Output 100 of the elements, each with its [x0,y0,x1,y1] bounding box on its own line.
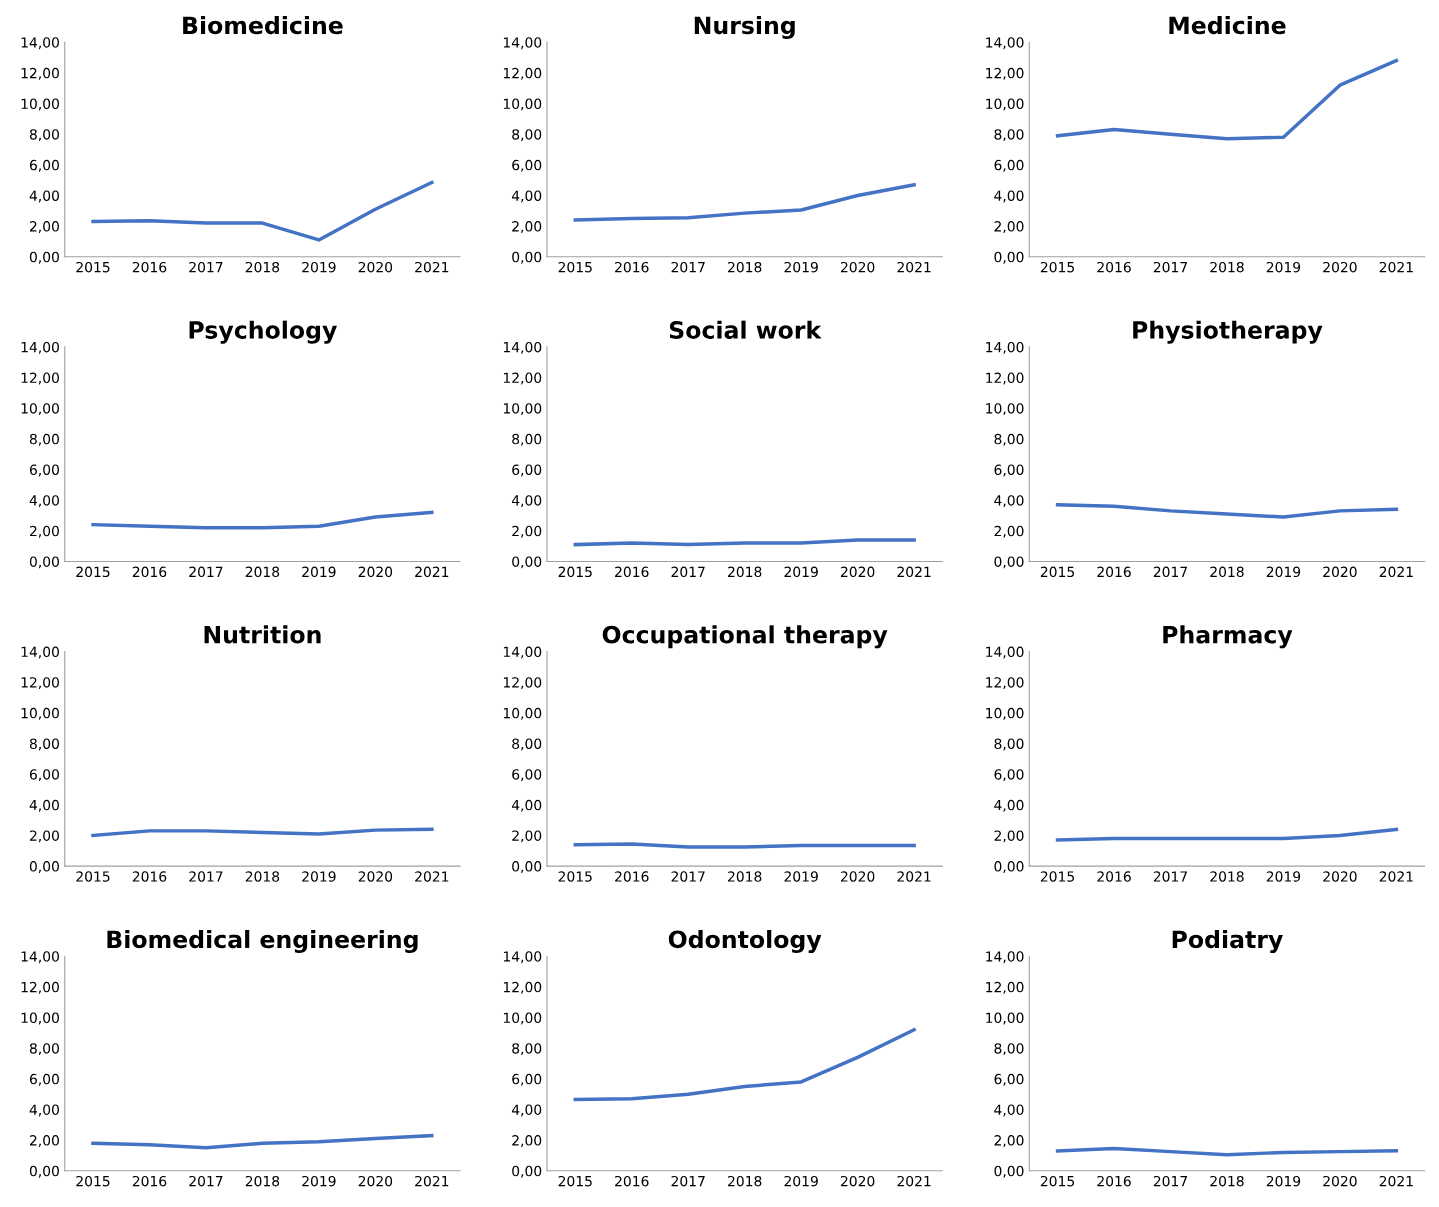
x-tick-label: 2015 [1040,566,1074,578]
x-tick-label: 2016 [132,261,167,273]
y-tick-label: 0,00 [29,1165,59,1178]
x-tick-label: 2016 [1097,1175,1131,1187]
chart-title: Social work [669,320,822,339]
x-tick-label: 2018 [1210,1175,1244,1187]
x-tick-label: 2020 [1323,871,1357,882]
x-tick-label: 2017 [1153,261,1187,273]
y-tick-label: 2,00 [29,525,59,538]
y-tick-label: 6,00 [994,769,1024,782]
y-tick-label: 12,00 [21,981,59,994]
x-tick-label: 2015 [1040,1175,1074,1187]
y-tick-label: 0,00 [29,861,59,874]
x-tick-label: 2015 [1040,871,1074,882]
x-tick-label: 2015 [558,566,592,578]
chart-title: Pharmacy [1163,625,1293,649]
y-tick-label: 8,00 [29,433,59,446]
x-tick-label: 2015 [558,1175,592,1187]
x-tick-label: 2018 [728,566,762,578]
x-tick-label: 2019 [302,1175,336,1187]
y-tick-label: 4,00 [511,495,542,508]
x-tick-label: 2017 [1153,566,1187,578]
y-tick-label: 2,00 [994,525,1024,538]
y-tick-label: 4,00 [29,495,59,508]
x-tick-label: 2016 [132,566,167,578]
x-tick-label: 2019 [1266,1175,1301,1187]
y-tick-label: 10,00 [503,707,542,720]
line-series [1055,58,1399,141]
x-tick-label: 2020 [840,1175,875,1187]
y-tick-label: 14,00 [21,37,59,50]
y-tick-label: 6,00 [29,769,59,782]
y-tick-label: 0,00 [994,251,1024,264]
y-tick-label: 8,00 [29,738,59,751]
y-tick-label: 0,00 [994,1165,1024,1178]
x-tick-label: 2017 [1153,871,1187,882]
x-tick-label: 2020 [1323,261,1357,273]
y-tick-label: 0,00 [29,251,59,264]
y-tick-label: 6,00 [29,464,59,477]
x-tick-label: 2015 [76,261,110,273]
x-tick-label: 2020 [1323,566,1357,578]
x-tick-label: 2016 [615,261,649,273]
y-tick-label: 10,00 [21,403,59,416]
y-tick-label: 6,00 [994,464,1024,477]
y-tick-label: 14,00 [503,951,542,964]
line-series [573,1028,916,1102]
x-tick-label: 2019 [1266,871,1301,882]
chart-title: Medicine [1169,15,1286,35]
x-tick-label: 2021 [1379,261,1413,273]
x-tick-label: 2019 [1266,261,1301,273]
x-tick-label: 2016 [1097,261,1131,273]
y-tick-label: 0,00 [29,556,59,569]
x-tick-label: 2017 [671,871,705,882]
x-tick-label: 2021 [1379,871,1413,882]
x-tick-label: 2020 [1323,1175,1357,1187]
x-tick-label: 2016 [1097,871,1131,882]
x-tick-label: 2016 [615,1175,649,1187]
x-tick-label: 2021 [415,261,449,273]
x-tick-label: 2019 [784,1175,818,1187]
y-tick-label: 8,00 [29,1043,59,1056]
y-tick-label: 12,00 [986,677,1024,690]
y-tick-label: 0,00 [512,556,542,569]
y-tick-label: 10,00 [503,98,542,111]
x-tick-label: 2017 [189,871,223,882]
x-tick-label: 2015 [76,1175,110,1187]
y-tick-label: 10,00 [21,707,59,720]
x-tick-label: 2021 [897,566,931,578]
x-tick-label: 2021 [415,871,449,882]
x-tick-label: 2019 [784,871,818,882]
x-tick-label: 2017 [671,261,705,273]
x-tick-label: 2018 [1210,261,1244,273]
x-tick-label: 2016 [132,1175,167,1187]
y-tick-label: 8,00 [512,738,542,751]
y-tick-label: 4,00 [994,190,1024,203]
y-tick-label: 12,00 [21,67,59,80]
x-tick-label: 2016 [132,871,167,882]
chart-title: Biomedicine [183,15,343,35]
y-tick-label: 2,00 [29,221,59,234]
x-tick-label: 2015 [1040,261,1074,273]
y-tick-label: 6,00 [512,1073,542,1086]
chart-title: Biomedical engineering [107,929,418,953]
y-tick-label: 8,00 [994,433,1024,446]
x-tick-label: 2020 [358,1175,393,1187]
chart-title: Nutrition [204,625,321,644]
x-tick-label: 2019 [1266,566,1301,578]
x-tick-label: 2020 [840,566,875,578]
y-tick-label: 2,00 [512,830,542,843]
x-tick-label: 2020 [358,871,393,882]
y-tick-label: 4,00 [511,190,542,203]
x-tick-label: 2018 [728,1175,762,1187]
y-tick-label: 10,00 [986,707,1024,720]
line-series [573,183,916,222]
x-tick-label: 2018 [1210,871,1244,882]
chart-title: Psychology [189,320,337,344]
y-tick-label: 0,00 [994,861,1024,874]
x-tick-label: 2019 [784,566,818,578]
x-tick-label: 2015 [558,261,592,273]
x-tick-label: 2016 [615,871,649,882]
x-tick-label: 2019 [302,261,336,273]
x-tick-label: 2018 [728,261,762,273]
y-tick-label: 2,00 [994,221,1024,234]
